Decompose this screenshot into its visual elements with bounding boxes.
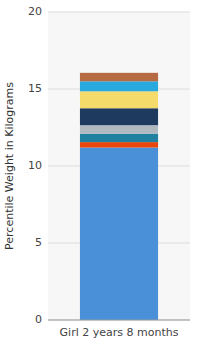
bar-segment (80, 108, 158, 125)
chart: 0 5 10 15 20 Girl 2 years 8 months Percentile … (0, 0, 200, 350)
bar-segment (80, 91, 158, 108)
chart-container: 0 5 10 15 20 Girl 2 years 8 months Percentile … (0, 0, 200, 350)
x-tick-label: Girl 2 years 8 months (60, 326, 179, 339)
y-tick-label: 5 (35, 236, 42, 249)
plot-background (48, 12, 190, 320)
page: {"chart_data": {"type": "bar", "stacked"… (0, 0, 200, 350)
y-ticks: 0 5 10 15 20 (28, 5, 42, 326)
bar-segment (80, 125, 158, 133)
y-tick-label: 20 (28, 5, 42, 18)
y-tick-label: 0 (35, 313, 42, 326)
bars (80, 73, 158, 320)
bar-segment (80, 148, 158, 320)
y-tick-label: 10 (28, 159, 42, 172)
grid-line (48, 320, 190, 321)
y-axis-label: Percentile Weight in Kilograms (3, 82, 16, 250)
bar-segment (80, 73, 158, 81)
bar-segment (80, 142, 158, 147)
x-axis-line (48, 320, 190, 321)
y-tick-label: 15 (28, 82, 42, 95)
bar-segment (80, 81, 158, 91)
bar-segment (80, 134, 158, 142)
grid-line (48, 12, 190, 13)
y-grid (48, 12, 190, 320)
